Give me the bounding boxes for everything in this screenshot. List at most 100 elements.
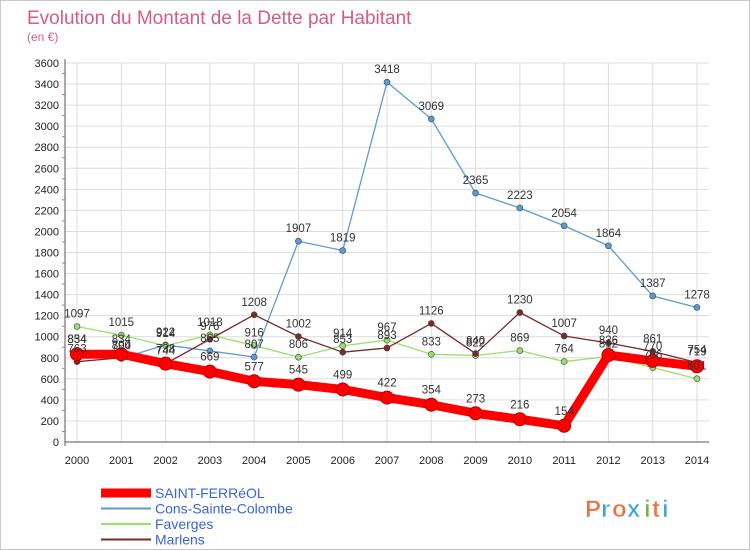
- chart-title: Evolution du Montant de la Dette par Hab…: [27, 8, 412, 29]
- data-label: 577: [245, 361, 264, 373]
- data-point: [649, 292, 657, 300]
- data-label: 1015: [108, 317, 134, 329]
- data-point: [383, 344, 391, 352]
- data-label: 744: [156, 346, 176, 358]
- y-tick-label: 2800: [35, 142, 59, 154]
- data-label: 1387: [640, 278, 666, 290]
- data-label: 922: [156, 327, 175, 339]
- data-point: [70, 347, 84, 362]
- y-tick-label: 0: [53, 437, 59, 449]
- logo-letter: x: [627, 496, 641, 523]
- data-label: 3418: [374, 64, 400, 76]
- data-label: 861: [643, 333, 662, 345]
- y-tick-label: 2200: [35, 205, 59, 217]
- x-tick-label: 2006: [330, 455, 354, 467]
- data-label: 794: [112, 340, 132, 352]
- data-label: 1208: [241, 297, 267, 309]
- y-tick-label: 1800: [35, 248, 59, 260]
- data-point: [424, 397, 439, 412]
- data-point: [605, 242, 612, 250]
- data-label: 1230: [507, 295, 533, 307]
- data-label: 3069: [418, 101, 444, 113]
- data-label: 1819: [330, 232, 356, 244]
- data-label: 2365: [463, 175, 489, 187]
- data-label: 669: [200, 352, 219, 364]
- x-tick-label: 2007: [375, 455, 399, 467]
- data-label: 967: [377, 322, 396, 334]
- legend: SAINT-FERRéOLCons-Sainte-ColombeFaverges…: [101, 485, 293, 548]
- legend-entry: Faverges: [155, 516, 213, 532]
- y-tick-label: 1000: [35, 332, 59, 344]
- data-point: [158, 356, 173, 371]
- data-point: [295, 333, 302, 340]
- legend-entry: Marlens: [155, 532, 205, 548]
- data-point: [335, 382, 350, 397]
- data-label: 1097: [64, 309, 90, 321]
- data-label: 354: [422, 385, 442, 397]
- data-label-layer: 854 794 922 865 807 1907 1819 3418 3069 2365 2223 2…: [64, 64, 710, 418]
- data-point: [339, 342, 347, 350]
- data-label: 754: [687, 345, 707, 357]
- x-tick-label: 2005: [286, 455, 310, 467]
- data-label: 764: [555, 344, 575, 356]
- data-point: [162, 342, 169, 350]
- y-tick-label: 2400: [35, 184, 59, 196]
- data-label: 840: [466, 336, 485, 348]
- data-label: 822: [466, 337, 485, 349]
- y-tick-label: 1400: [35, 290, 59, 302]
- data-label: 834: [112, 334, 132, 346]
- data-label: 1864: [596, 228, 622, 240]
- y-tick-label: 2000: [35, 226, 59, 238]
- logo-letter: i: [644, 496, 651, 523]
- data-point: [427, 351, 435, 358]
- y-tick-label: 400: [41, 395, 59, 407]
- data-point: [383, 336, 391, 344]
- data-label: 806: [289, 339, 308, 351]
- data-label: 833: [422, 336, 441, 348]
- data-point: [250, 342, 258, 349]
- data-point: [114, 347, 129, 362]
- data-label: 1002: [286, 319, 312, 331]
- data-point: [380, 390, 394, 405]
- data-label: 865: [200, 333, 219, 345]
- data-point: [605, 339, 612, 347]
- axis-layer: 0 200 400 600 800 1000 1200 1400 1600 1800 2000 220…: [35, 58, 710, 467]
- data-point: [295, 237, 302, 245]
- data-label: 807: [245, 339, 264, 351]
- data-label: 601: [687, 361, 706, 373]
- y-tick-label: 600: [41, 374, 59, 386]
- data-label: 1126: [419, 305, 444, 317]
- data-label: 834: [67, 334, 87, 346]
- data-label: 216: [510, 399, 529, 411]
- y-tick-label: 3400: [35, 79, 59, 91]
- data-point: [693, 304, 701, 311]
- x-tick-label: 2009: [463, 455, 487, 467]
- logo-letter: P: [585, 496, 601, 523]
- data-point: [250, 353, 258, 361]
- data-label: 719: [687, 346, 706, 358]
- legend-entry: SAINT-FERRéOL: [155, 485, 265, 501]
- data-label: 800: [112, 340, 131, 352]
- data-label: 1278: [684, 289, 710, 301]
- data-point: [557, 418, 572, 433]
- data-point: [339, 348, 347, 356]
- data-label: 1007: [551, 318, 577, 330]
- data-point: [427, 320, 435, 327]
- data-point: [516, 347, 524, 354]
- x-tick-label: 2011: [552, 455, 576, 467]
- y-tick-label: 200: [41, 416, 59, 428]
- x-tick-label: 2008: [419, 455, 443, 467]
- data-label: 2223: [507, 190, 533, 202]
- data-point: [427, 115, 435, 123]
- data-point: [560, 358, 568, 365]
- data-label: 738: [156, 344, 175, 356]
- data-label: 499: [333, 369, 352, 381]
- data-point: [516, 309, 524, 316]
- data-label: 2054: [551, 208, 577, 220]
- data-label: 154: [555, 406, 575, 418]
- data-point: [693, 375, 701, 383]
- x-tick-label: 2000: [65, 455, 89, 467]
- y-tick-label: 2600: [35, 163, 59, 175]
